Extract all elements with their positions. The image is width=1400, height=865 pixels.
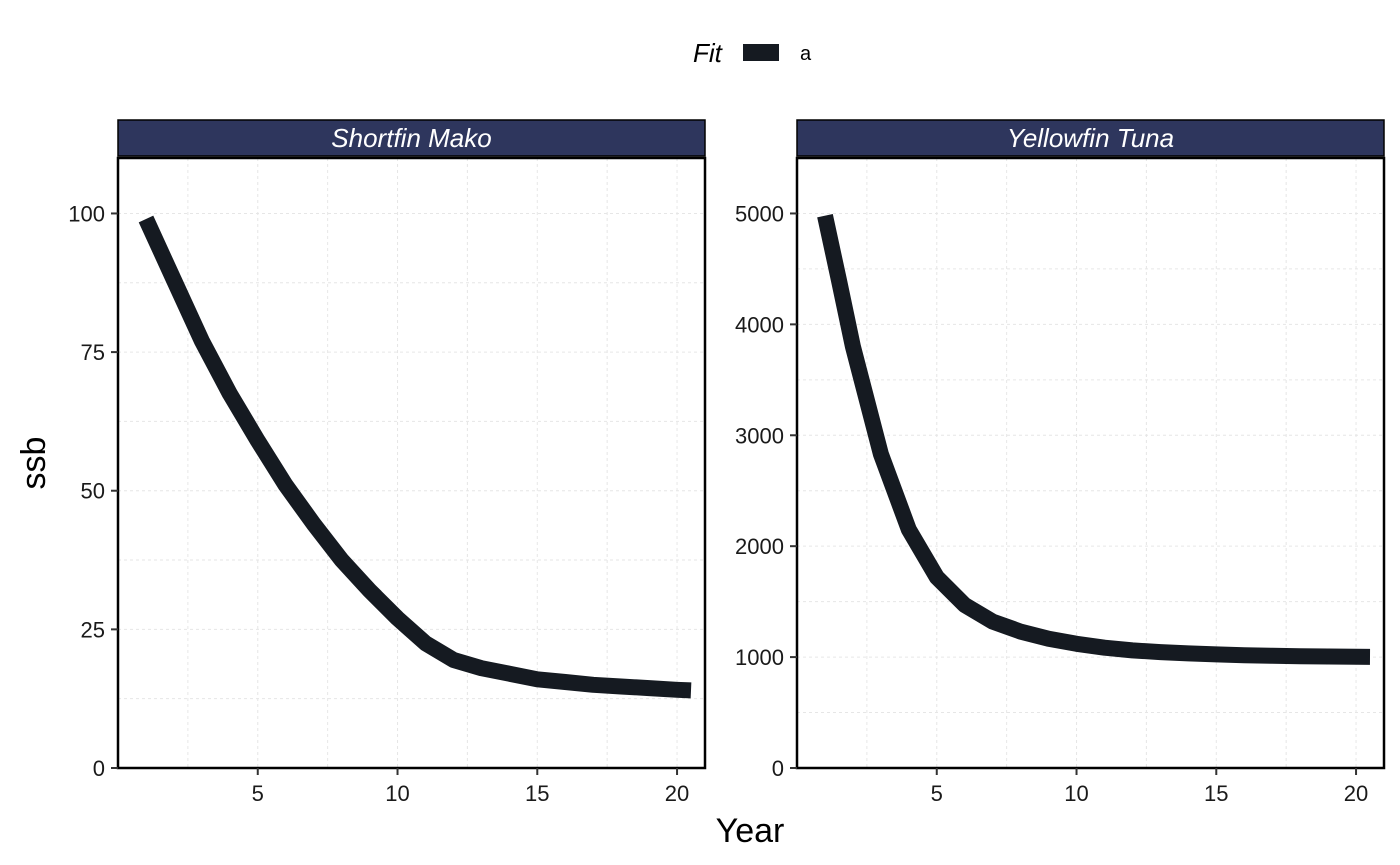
- y-tick-label: 1000: [735, 645, 784, 670]
- x-tick-label: 15: [525, 781, 549, 806]
- legend-title: Fit: [693, 38, 724, 68]
- x-tick-label: 15: [1204, 781, 1228, 806]
- x-tick-label: 20: [665, 781, 689, 806]
- y-tick-label: 5000: [735, 201, 784, 226]
- x-tick-label: 10: [1064, 781, 1088, 806]
- legend-label-a: a: [800, 43, 812, 65]
- facet-strip-label: Shortfin Mako: [331, 123, 491, 153]
- y-axis-title: ssb: [15, 437, 53, 490]
- x-tick-label: 20: [1344, 781, 1368, 806]
- y-tick-label: 0: [772, 756, 784, 781]
- y-tick-label: 4000: [735, 312, 784, 337]
- panel-border: [116, 156, 707, 770]
- facet-strip: [117, 119, 706, 157]
- y-tick-label: 25: [81, 617, 105, 642]
- grid: [118, 158, 705, 769]
- legend-key-a: [743, 44, 779, 61]
- facet-strip: [796, 119, 1385, 157]
- y-tick-label: 50: [81, 479, 105, 504]
- x-tick-label: 5: [931, 781, 943, 806]
- facet-strip-label: Yellowfin Tuna: [1007, 123, 1174, 153]
- y-tick-label: 100: [68, 201, 105, 226]
- legend: Fit a: [693, 38, 812, 68]
- y-tick-label: 0: [93, 756, 105, 781]
- panel-border: [795, 156, 1386, 770]
- x-tick-label: 10: [385, 781, 409, 806]
- series-line-a: [817, 214, 1371, 665]
- facet-panel-1: Yellowfin Tuna 5 10 15 20 0 1000 2000 3000 4000 50…: [735, 119, 1386, 806]
- x-tick-label: 5: [252, 781, 264, 806]
- series-line-a: [138, 215, 692, 699]
- x-axis-title: Year: [716, 812, 785, 850]
- facet-panel-0: Shortfin Mako 5 10 15 20 0 25 50 75 100: [68, 119, 707, 806]
- y-tick-label: 3000: [735, 423, 784, 448]
- y-tick-label: 2000: [735, 534, 784, 559]
- y-tick-label: 75: [81, 340, 105, 365]
